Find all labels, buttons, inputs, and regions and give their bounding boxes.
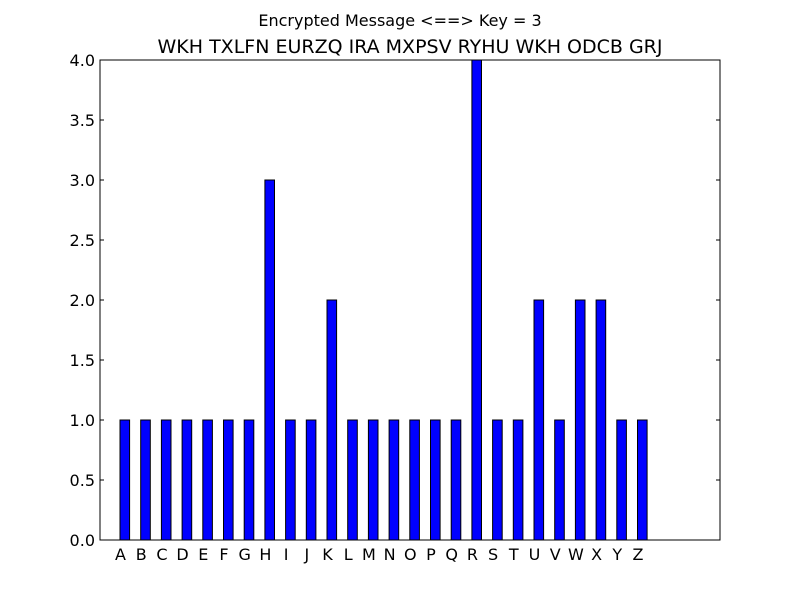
bar-t <box>512 419 524 541</box>
x-tick-label: D <box>176 545 188 564</box>
bar-n <box>388 419 400 541</box>
x-tick-label: X <box>591 545 602 564</box>
bar-u <box>533 299 545 541</box>
bar-c <box>160 419 172 541</box>
chart-title: WKH TXLFN EURZQ IRA MXPSV RYHU WKH ODCB … <box>158 36 663 58</box>
x-tick-label: T <box>508 545 519 564</box>
x-tick-label: I <box>284 545 289 564</box>
y-tick-label: 4.0 <box>70 51 95 70</box>
bar-b <box>140 419 151 541</box>
x-tick-label: K <box>322 545 333 564</box>
bar-z <box>637 419 648 541</box>
bar-r <box>471 59 482 541</box>
x-tick-label: A <box>115 545 126 564</box>
bar-s <box>492 419 503 541</box>
bar-j <box>305 419 317 541</box>
bar-d <box>181 419 193 541</box>
x-tick-label: M <box>362 545 376 564</box>
bar-x <box>595 299 607 541</box>
y-tick-label: 0.5 <box>70 471 95 490</box>
bar-y <box>616 419 627 541</box>
bar-h <box>264 179 275 541</box>
bar-m <box>367 419 379 541</box>
bar-k <box>326 299 338 541</box>
y-tick-label: 2.0 <box>70 291 95 310</box>
x-tick-label: W <box>568 545 584 564</box>
x-tick-label: R <box>467 545 478 564</box>
bar-group <box>119 59 648 541</box>
x-tick-label: V <box>550 545 561 564</box>
bar-q <box>450 419 462 541</box>
bar-v <box>554 419 565 541</box>
x-tick-label: F <box>219 545 228 564</box>
bar-f <box>223 419 234 541</box>
x-tick-label: U <box>529 545 541 564</box>
bar-p <box>430 419 441 541</box>
x-tick-label: L <box>344 545 353 564</box>
y-tick-label: 3.5 <box>70 111 95 130</box>
bar-o <box>409 419 420 541</box>
plot-area-frame <box>99 59 721 541</box>
x-tick-label: N <box>384 545 396 564</box>
x-tick-label: E <box>198 545 208 564</box>
x-tick-label: H <box>259 545 271 564</box>
tick-group: A B C D E F G H I J K L M N O P Q R S T U V W X Y Z 0.0 0.5 1.0 1.5 2.… <box>70 51 720 564</box>
x-tick-label: P <box>426 545 436 564</box>
bar-e <box>202 419 213 541</box>
x-tick-label: Z <box>633 545 644 564</box>
x-tick-label: S <box>488 545 498 564</box>
chart-suptitle: Encrypted Message <==> Key = 3 <box>258 11 541 30</box>
x-tick-label: J <box>303 545 309 564</box>
bar-a <box>119 419 131 541</box>
x-tick-label: Q <box>445 545 458 564</box>
x-tick-label: O <box>404 545 417 564</box>
y-tick-label: 3.0 <box>70 171 95 190</box>
x-tick-label: B <box>136 545 147 564</box>
bar-i <box>285 419 296 541</box>
y-tick-label: 2.5 <box>70 231 95 250</box>
y-tick-label: 0.0 <box>70 531 95 550</box>
y-tick-label: 1.0 <box>70 411 95 430</box>
x-tick-label: G <box>238 545 250 564</box>
bar-l <box>347 419 358 541</box>
x-tick-label: C <box>156 545 167 564</box>
bar-g <box>243 419 255 541</box>
x-tick-label: Y <box>611 545 622 564</box>
y-tick-label: 1.5 <box>70 351 95 370</box>
bar-w <box>574 299 586 541</box>
